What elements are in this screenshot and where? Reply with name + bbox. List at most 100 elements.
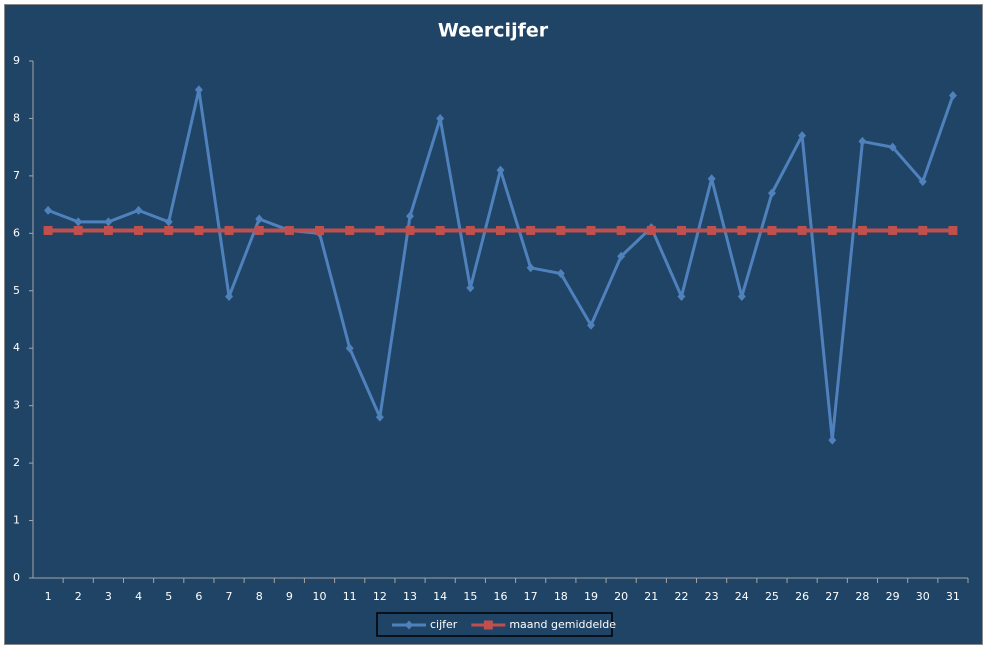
x-tick-label: 9: [286, 590, 293, 603]
x-tick-label: 22: [674, 590, 688, 603]
x-tick-label: 2: [75, 590, 82, 603]
data-point: [436, 113, 445, 123]
data-point: [225, 292, 234, 302]
data-point: [164, 217, 173, 227]
y-tick-label: 0: [13, 571, 20, 584]
y-tick-label: 1: [13, 514, 20, 527]
legend-marker: [483, 620, 493, 630]
legend-marker: [405, 620, 413, 630]
x-tick-label: 29: [886, 590, 900, 603]
x-tick-label: 23: [705, 590, 719, 603]
x-tick-label: 24: [735, 590, 749, 603]
data-point: [767, 225, 777, 235]
data-point: [858, 136, 867, 146]
data-point: [405, 225, 415, 235]
x-tick-label: 21: [644, 590, 658, 603]
data-point: [345, 225, 355, 235]
data-point: [828, 435, 837, 445]
data-point: [103, 225, 113, 235]
data-point: [44, 205, 53, 215]
data-point: [465, 225, 475, 235]
y-tick-label: 5: [13, 284, 20, 297]
data-point: [164, 225, 174, 235]
x-tick-label: 20: [614, 590, 628, 603]
data-point: [948, 90, 957, 100]
x-tick-label: 26: [795, 590, 809, 603]
y-tick-label: 7: [13, 169, 20, 182]
data-point: [194, 225, 204, 235]
x-tick-label: 16: [494, 590, 508, 603]
data-point: [73, 225, 83, 235]
x-tick-label: 25: [765, 590, 779, 603]
data-point: [918, 225, 928, 235]
x-tick-label: 5: [165, 590, 172, 603]
data-point: [586, 225, 596, 235]
x-tick-label: 27: [825, 590, 839, 603]
data-point: [345, 343, 354, 353]
x-tick-label: 1: [45, 590, 52, 603]
y-tick-label: 4: [13, 341, 20, 354]
x-tick-label: 8: [256, 590, 263, 603]
data-point: [918, 177, 927, 187]
data-point: [43, 225, 53, 235]
data-point: [375, 225, 385, 235]
y-tick-label: 9: [13, 54, 20, 67]
x-tick-label: 28: [855, 590, 869, 603]
data-point: [767, 188, 776, 198]
data-point: [496, 225, 505, 235]
data-point: [798, 131, 807, 141]
chart-title: Weercijfer: [438, 20, 549, 42]
x-tick-label: 14: [433, 590, 447, 603]
data-point: [526, 225, 536, 235]
data-point: [888, 225, 898, 235]
data-point: [797, 225, 807, 235]
data-point: [948, 225, 958, 235]
x-tick-label: 10: [313, 590, 327, 603]
data-point: [194, 85, 203, 95]
x-tick-label: 4: [135, 590, 142, 603]
data-point: [496, 165, 505, 175]
data-point: [134, 225, 144, 235]
y-tick-label: 3: [13, 399, 20, 412]
x-tick-label: 6: [195, 590, 202, 603]
x-tick-label: 19: [584, 590, 598, 603]
y-tick-label: 8: [13, 111, 20, 124]
legend-box: [376, 612, 613, 637]
legend-label: maand gemiddelde: [509, 618, 616, 631]
y-tick-label: 2: [13, 456, 20, 469]
data-point: [315, 225, 325, 235]
data-point: [254, 225, 264, 235]
data-point: [676, 225, 686, 235]
data-point: [556, 225, 566, 235]
x-tick-label: 30: [916, 590, 930, 603]
data-point: [617, 251, 626, 261]
x-tick-label: 17: [524, 590, 538, 603]
data-point: [737, 225, 747, 235]
data-point: [857, 225, 867, 235]
x-tick-label: 11: [343, 590, 357, 603]
data-point: [224, 225, 234, 235]
data-point: [556, 269, 565, 279]
data-point: [74, 217, 83, 227]
data-point: [646, 225, 656, 235]
data-point: [888, 142, 897, 152]
data-point: [586, 320, 595, 330]
data-point: [375, 412, 384, 422]
x-tick-label: 7: [226, 590, 233, 603]
data-point: [737, 292, 746, 302]
data-point: [616, 225, 626, 235]
data-point: [827, 225, 837, 235]
data-point: [255, 214, 264, 224]
data-point: [677, 292, 686, 302]
x-tick-label: 13: [403, 590, 417, 603]
data-point: [104, 217, 113, 227]
chart-background: [4, 4, 983, 645]
data-point: [526, 263, 535, 273]
x-tick-label: 18: [554, 590, 568, 603]
legend-label: cijfer: [430, 618, 458, 631]
data-point: [406, 211, 415, 221]
data-point: [435, 225, 445, 235]
x-tick-label: 31: [946, 590, 960, 603]
data-point: [466, 283, 475, 293]
